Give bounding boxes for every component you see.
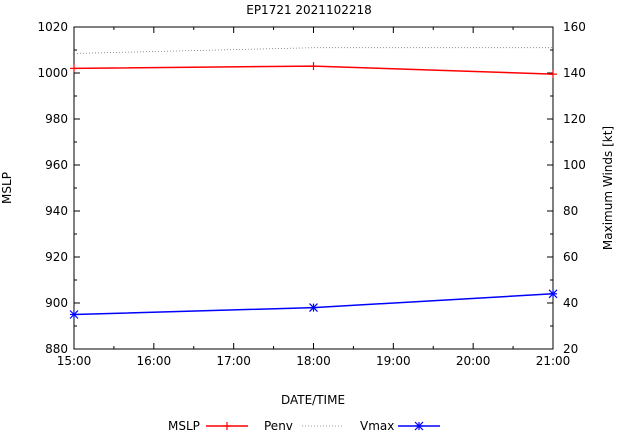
legend-label-penv: Penv [264,419,293,432]
data-point-mslp [70,64,78,73]
y-left-tick-label: 980 [45,112,68,126]
y-right-tick-label: 60 [563,250,578,264]
series-line-penv [73,47,553,54]
x-tick-label: 16:00 [137,354,172,368]
legend-marker-mslp [223,422,231,430]
axis-ticks: 15:00 16:00 17:00 18:00 19:00 20:00 21:00 880 90… [37,20,585,368]
plot-frame [73,26,554,350]
y-axis-left-label: MSLP [0,172,14,204]
data-point-vmax [548,289,558,299]
y-right-tick-label: 20 [563,342,578,356]
marker-stroke [414,421,424,431]
y-left-tick-label: 920 [45,250,68,264]
y-left-tick-label: 960 [45,158,68,172]
legend: MSLP Penv Vmax [168,419,440,432]
data-point-vmax [69,310,79,319]
y-left-tick-label: 900 [45,296,68,310]
legend-label-vmax: Vmax [360,419,394,432]
chart-title: EP1721 2021102218 [246,3,372,17]
y-right-tick-label: 160 [563,20,586,34]
marker-stroke [548,289,558,299]
y-axis-right-label: Maximum Winds [kt] [601,126,615,250]
y-right-tick-label: 100 [563,158,586,172]
x-tick-label: 18:00 [296,354,331,368]
legend-marker-vmax [414,421,424,431]
x-tick-label: 20:00 [456,354,491,368]
y-left-tick-label: 940 [45,204,68,218]
y-left-tick-label: 880 [45,342,68,356]
x-tick-label: 21:00 [536,354,571,368]
y-left-tick-label: 1020 [37,20,68,34]
marker-stroke [309,303,318,313]
y-right-tick-label: 80 [563,204,578,218]
series-layer [69,47,558,319]
legend-label-mslp: MSLP [168,419,200,432]
x-tick-label: 19:00 [376,354,411,368]
y-right-tick-label: 140 [563,66,586,80]
data-point-mslp [549,70,557,79]
y-right-tick-label: 120 [563,112,586,126]
y-left-tick-label: 1000 [37,66,68,80]
x-tick-label: 17:00 [216,354,251,368]
data-point-vmax [309,303,318,313]
marker-stroke [69,310,79,319]
data-point-mslp [309,62,318,71]
y-right-tick-label: 40 [563,296,578,310]
x-axis-label: DATE/TIME [281,393,345,407]
x-tick-label: 15:00 [57,354,92,368]
